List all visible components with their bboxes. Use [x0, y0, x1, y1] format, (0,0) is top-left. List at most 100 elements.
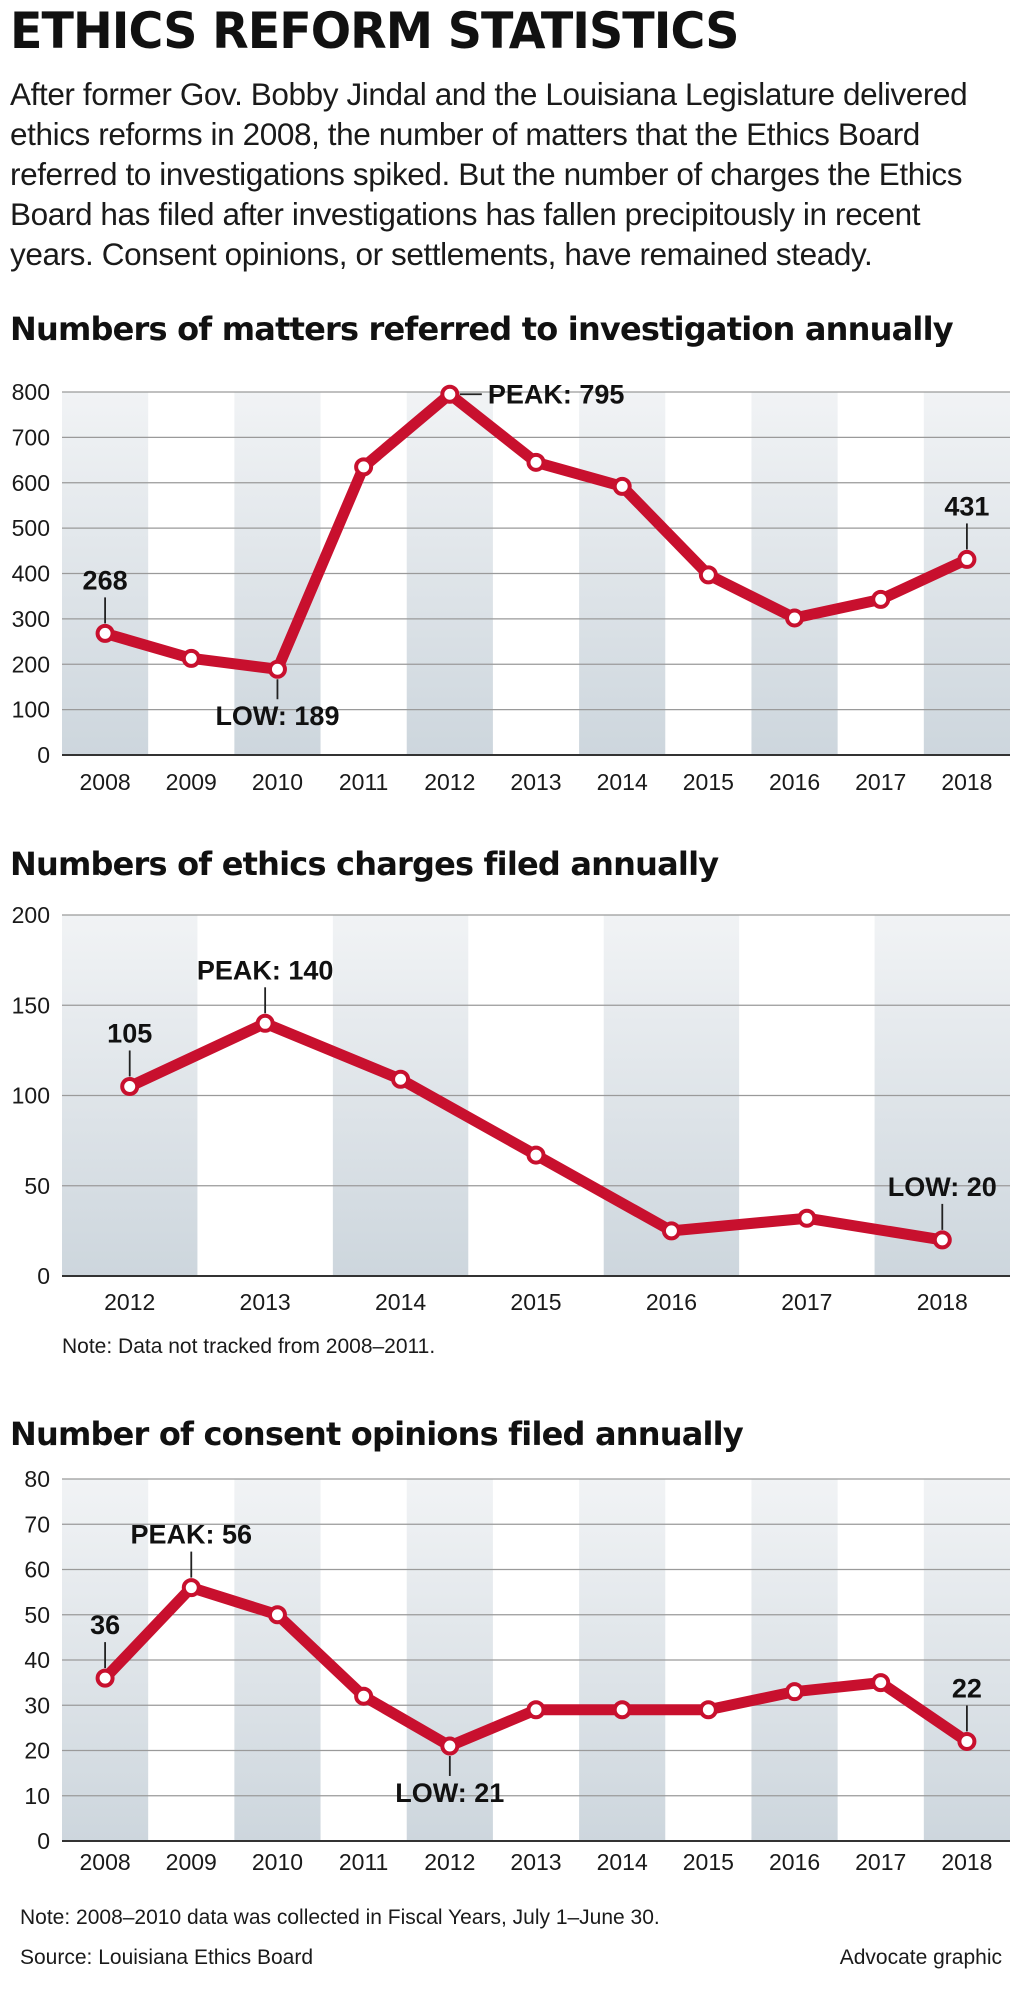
x-tick-label: 2018 — [917, 1289, 968, 1315]
x-tick-label: 2018 — [941, 769, 992, 795]
x-tick-label: 2013 — [510, 1849, 561, 1875]
chart-2-note: Note: Data not tracked from 2008–2011. — [62, 1335, 436, 1358]
chart-1-title: Numbers of matters referred to investiga… — [10, 310, 954, 348]
x-tick-label: 2012 — [424, 769, 475, 795]
data-point — [526, 452, 546, 472]
x-tick-label: 2010 — [252, 1849, 303, 1875]
x-tick-label: 2014 — [597, 1849, 648, 1875]
data-point — [871, 589, 891, 609]
y-tick-label: 100 — [12, 1083, 50, 1109]
x-tick-label: 2012 — [424, 1849, 475, 1875]
data-point — [698, 565, 718, 585]
data-point — [957, 1731, 977, 1751]
y-tick-label: 40 — [24, 1647, 50, 1673]
y-tick-label: 70 — [24, 1511, 50, 1537]
data-point — [612, 1700, 632, 1720]
data-label: PEAK: 56 — [130, 1520, 252, 1550]
series-line — [124, 1017, 948, 1246]
y-tick-label: 80 — [24, 1466, 50, 1492]
y-tick-label: 50 — [24, 1173, 50, 1199]
x-tick-label: 2008 — [80, 1849, 131, 1875]
data-label: 105 — [107, 1018, 152, 1048]
x-tick-label: 2016 — [646, 1289, 697, 1315]
x-tick-label: 2012 — [104, 1289, 155, 1315]
x-tick-label: 2011 — [339, 769, 388, 795]
x-tick-label: 2014 — [597, 769, 648, 795]
x-tick-label: 2008 — [80, 769, 131, 795]
data-point — [267, 659, 287, 679]
data-point — [440, 1736, 460, 1756]
chart-charges-filed: 0 50 100 150 200 2012 2013 2014 2015 2016 2017 2018… — [12, 902, 1010, 1315]
data-point — [785, 1682, 805, 1702]
x-tick-label: 2016 — [769, 1849, 820, 1875]
y-tick-label: 50 — [24, 1602, 50, 1628]
data-point — [440, 384, 460, 404]
x-tick-label: 2015 — [510, 1289, 561, 1315]
x-tick-label: 2015 — [683, 769, 734, 795]
data-point — [661, 1221, 681, 1241]
y-tick-label: 30 — [24, 1692, 50, 1718]
x-tick-label: 2013 — [510, 769, 561, 795]
data-label: LOW: 189 — [215, 701, 339, 731]
x-tick-label: 2013 — [240, 1289, 291, 1315]
chart-3-note: Note: 2008–2010 data was collected in Fi… — [20, 1906, 660, 1929]
x-tick-label: 2014 — [375, 1289, 426, 1315]
data-label: LOW: 20 — [888, 1172, 997, 1202]
x-tick-label: 2011 — [339, 1849, 388, 1875]
data-point — [391, 1069, 411, 1089]
data-point — [120, 1076, 140, 1096]
x-tick-label: 2010 — [252, 769, 303, 795]
y-tick-label: 500 — [12, 515, 50, 541]
data-point — [181, 648, 201, 668]
y-tick-label: 150 — [12, 992, 50, 1018]
data-point — [526, 1700, 546, 1720]
page-title: ETHICS REFORM STATISTICS — [10, 2, 739, 60]
x-tick-label: 2018 — [941, 1849, 992, 1875]
data-point — [267, 1605, 287, 1625]
chart-2-title: Numbers of ethics charges filed annually — [10, 845, 719, 883]
intro-paragraph: After former Gov. Bobby Jindal and the L… — [10, 76, 968, 272]
y-tick-label: 300 — [12, 606, 50, 632]
y-tick-label: 600 — [12, 470, 50, 496]
y-tick-label: 20 — [24, 1738, 50, 1764]
x-tick-label: 2016 — [769, 769, 820, 795]
data-point — [871, 1673, 891, 1693]
y-tick-label: 10 — [24, 1783, 50, 1809]
x-tick-label: 2009 — [166, 769, 217, 795]
chart-matters-referred: 0 100 200 300 400 500 600 700 800 2008 2009 2010 201… — [12, 379, 1010, 795]
data-point — [797, 1208, 817, 1228]
source-credit: Source: Louisiana Ethics Board — [20, 1946, 314, 1969]
y-tick-label: 800 — [12, 379, 50, 405]
y-tick-label: 400 — [12, 561, 50, 587]
chart-3-title: Number of consent opinions filed annuall… — [10, 1415, 744, 1453]
data-point — [957, 549, 977, 569]
data-label: 36 — [90, 1610, 120, 1640]
data-label: PEAK: 795 — [488, 379, 625, 409]
y-tick-label: 0 — [37, 1828, 50, 1854]
data-point — [181, 1578, 201, 1598]
y-tick-label: 0 — [37, 1263, 50, 1289]
data-point — [785, 608, 805, 628]
data-label: 431 — [944, 491, 989, 521]
y-tick-label: 700 — [12, 424, 50, 450]
data-point — [255, 1013, 275, 1033]
data-point — [526, 1145, 546, 1165]
y-tick-label: 200 — [12, 651, 50, 677]
data-label: PEAK: 140 — [197, 955, 334, 985]
x-tick-label: 2009 — [166, 1849, 217, 1875]
y-tick-label: 100 — [12, 697, 50, 723]
data-label: 268 — [83, 565, 128, 595]
x-tick-label: 2017 — [781, 1289, 832, 1315]
data-label: LOW: 21 — [395, 1778, 504, 1808]
data-point — [932, 1230, 952, 1250]
data-label: 22 — [952, 1673, 982, 1703]
chart-consent-opinions: 0 10 20 30 40 50 60 70 80 2008 2009 2010 2011 2012 201… — [24, 1466, 1010, 1875]
y-tick-label: 0 — [37, 742, 50, 768]
data-point — [354, 457, 374, 477]
y-tick-label: 60 — [24, 1557, 50, 1583]
x-tick-label: 2015 — [683, 1849, 734, 1875]
graphic-credit: Advocate graphic — [839, 1946, 1002, 1969]
data-point — [354, 1686, 374, 1706]
data-point — [612, 476, 632, 496]
x-tick-label: 2017 — [855, 1849, 906, 1875]
